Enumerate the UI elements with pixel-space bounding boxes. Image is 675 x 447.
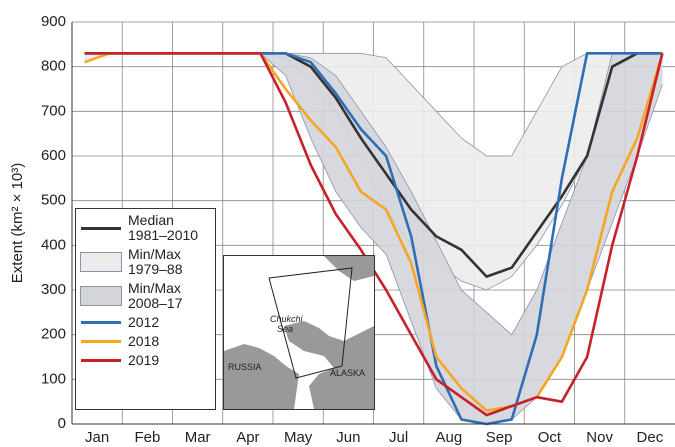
legend-label: Min/Max 1979–88	[128, 246, 183, 277]
y-tick-label: 0	[58, 415, 66, 432]
map-label: RUSSIA	[228, 362, 262, 372]
legend-label: 2019	[128, 352, 160, 368]
swatch-line	[81, 321, 121, 324]
legend-label: Median 1981–2010	[128, 212, 199, 243]
legend-swatch	[80, 251, 122, 273]
land-alaska	[284, 321, 374, 409]
legend-label: 2018	[128, 333, 160, 349]
x-tick-label: Jan	[85, 429, 109, 446]
x-tick-label: Jul	[389, 429, 408, 446]
legend-swatch	[80, 353, 122, 368]
x-tick-label: Dec	[637, 429, 664, 446]
x-tick-label: May	[284, 429, 313, 446]
x-tick-label: Sep	[486, 429, 513, 446]
inset-shapes	[224, 256, 374, 409]
y-tick-label: 700	[41, 102, 66, 119]
x-tick-label: Feb	[134, 429, 160, 446]
y-tick-label: 600	[41, 147, 66, 164]
x-tick-label: Aug	[436, 429, 463, 446]
band-fill	[84, 53, 663, 425]
y-tick-label: 900	[41, 13, 66, 30]
y-tick-label: 100	[41, 370, 66, 387]
legend-swatch	[80, 334, 122, 349]
swatch-line	[81, 359, 121, 362]
legend-item: Median 1981–2010	[80, 213, 215, 243]
swatch-line	[81, 340, 121, 343]
land-russia	[224, 344, 299, 409]
legend-item: Min/Max 2008–17	[80, 281, 215, 311]
legend-item: 2012	[80, 315, 215, 330]
x-tick-label: Nov	[586, 429, 613, 446]
legend-item: 2019	[80, 353, 215, 368]
x-tick-label: Jun	[336, 429, 360, 446]
inset-map: Chukchi Sea RUSSIA ALASKA	[223, 255, 375, 410]
y-tick-label: 800	[41, 58, 66, 75]
legend-label: Min/Max 2008–17	[128, 280, 183, 311]
legend-item: 2018	[80, 334, 215, 349]
y-axis-label: Extent (km² × 10³)	[9, 163, 26, 283]
y-tick-label: 400	[41, 236, 66, 253]
y-tick-label: 500	[41, 192, 66, 209]
legend-swatch	[80, 285, 122, 307]
x-tick-label: Apr	[236, 429, 259, 446]
legend-swatch	[80, 221, 122, 236]
map-label: Chukchi Sea	[270, 314, 303, 334]
legend-swatch	[80, 315, 122, 330]
swatch-box	[80, 252, 122, 272]
swatch-box	[80, 286, 122, 306]
legend: Median 1981–2010 Min/Max 1979–88 Min/Max 2…	[75, 208, 216, 410]
y-tick-label: 300	[41, 281, 66, 298]
legend-label: 2012	[128, 314, 160, 330]
chukchi-region	[268, 267, 353, 379]
x-tick-label: Mar	[185, 429, 211, 446]
y-tick-label: 200	[41, 326, 66, 343]
swatch-line	[81, 226, 121, 230]
map-label: ALASKA	[330, 368, 366, 378]
legend-item: Min/Max 1979–88	[80, 247, 215, 277]
x-tick-label: Oct	[538, 429, 562, 446]
